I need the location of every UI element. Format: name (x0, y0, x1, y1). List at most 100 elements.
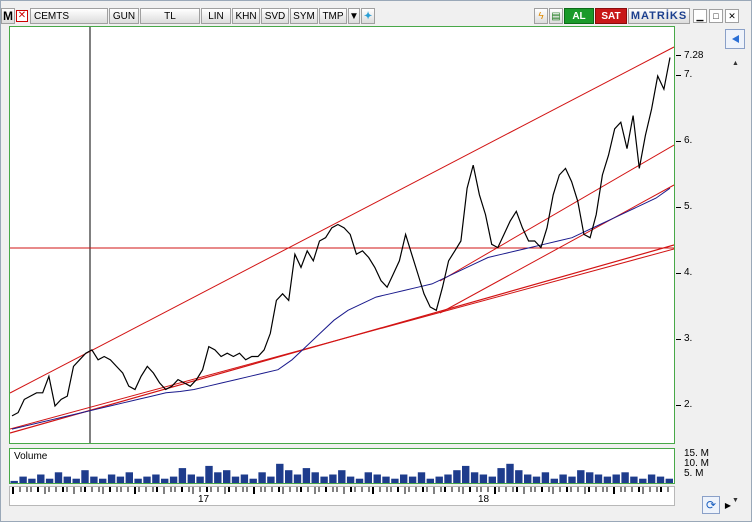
volume-bar (338, 470, 346, 483)
volume-panel[interactable]: Volume (9, 448, 675, 484)
vertical-scrollbar[interactable]: ▲ ▼ (731, 59, 740, 505)
volume-axis: 15. M 10. M 5. M (676, 448, 718, 484)
volume-bar (665, 478, 673, 483)
volume-axis-label: 15. M (684, 448, 710, 459)
minimize-icon[interactable]: ▁ (693, 9, 707, 23)
volume-bar (417, 472, 426, 483)
scroll-up-icon[interactable]: ▲ (732, 60, 739, 67)
scale-button[interactable]: LIN (201, 8, 231, 24)
volume-bar (178, 468, 187, 483)
refresh-icon[interactable]: ⟳ (702, 496, 720, 514)
volume-bar (81, 470, 89, 483)
khn-button[interactable]: KHN (232, 8, 260, 24)
volume-bar (329, 474, 337, 483)
volume-bar (205, 465, 213, 483)
scroll-down-icon[interactable]: ▼ (732, 497, 739, 504)
twitter-icon[interactable]: ✦ (361, 8, 375, 24)
volume-bar (400, 474, 408, 483)
symbol-field[interactable]: CEMTS (30, 8, 108, 24)
time-ticks (12, 487, 669, 494)
volume-bar (285, 470, 293, 483)
price-chart[interactable] (9, 26, 675, 444)
price-line (11, 57, 671, 417)
volume-bar (90, 476, 98, 483)
volume-bar (28, 478, 36, 483)
price-label-2: 2. (684, 399, 693, 410)
close-window-icon[interactable]: ✕ (725, 9, 739, 23)
last-price-tick (676, 55, 681, 56)
price-label-3: 3. (684, 333, 693, 344)
price-tick (676, 207, 681, 208)
period-button[interactable]: GUN (109, 8, 139, 24)
price-chart-svg (9, 27, 675, 443)
volume-bar (568, 476, 576, 483)
logo-button[interactable]: M (1, 8, 15, 24)
volume-bar (99, 478, 107, 483)
close-icon[interactable]: ✕ (16, 10, 28, 22)
volume-bar (515, 470, 523, 483)
brand-logo: MATRİKS (628, 8, 690, 24)
volume-bar (54, 472, 63, 483)
volume-bar (541, 472, 550, 483)
volume-bar (532, 476, 541, 483)
volume-bar (426, 478, 434, 483)
volume-bar (249, 478, 257, 483)
volume-bar (37, 474, 45, 483)
volume-bar (231, 476, 240, 483)
volume-bar (196, 476, 204, 483)
chart-icon[interactable]: ▤ (549, 8, 563, 24)
scroll-right-icon[interactable]: ▶ (724, 501, 732, 510)
tmp-button[interactable]: TMP (319, 8, 347, 24)
volume-bar (346, 476, 355, 483)
volume-bar (408, 476, 417, 483)
lower-trend-line-2 (9, 248, 675, 430)
price-label-7: 7. (684, 69, 693, 80)
volume-bar (656, 476, 665, 483)
volume-bar (364, 472, 372, 483)
volume-bar (577, 470, 585, 483)
moving-average-line (11, 187, 671, 430)
volume-bar (391, 478, 399, 483)
inner-channel-lower (439, 184, 675, 314)
volume-bar (19, 476, 27, 483)
volume-bar (302, 468, 311, 483)
volume-bar (603, 476, 612, 483)
svd-button[interactable]: SVD (261, 8, 289, 24)
lightning-icon[interactable]: ϟ (534, 8, 548, 24)
price-tick (676, 339, 681, 340)
volume-bar (63, 476, 71, 483)
volume-bar (134, 478, 142, 483)
volume-bar (497, 468, 505, 483)
price-tick (676, 405, 681, 406)
time-label-17: 17 (198, 494, 210, 505)
currency-button[interactable]: TL (140, 8, 200, 24)
price-tick (676, 273, 681, 274)
volume-bar (382, 476, 390, 483)
price-tick (676, 75, 681, 76)
volume-axis-label: 5. M (684, 468, 704, 479)
volume-bar (639, 478, 647, 483)
volume-bar (621, 472, 629, 483)
volume-bar (355, 478, 364, 483)
volume-bar (444, 474, 452, 483)
last-price-label: 7.28 (684, 50, 704, 61)
volume-bar (214, 472, 222, 483)
buy-button[interactable]: AL (564, 8, 594, 24)
volume-bar (125, 472, 133, 483)
blue-arrow-icon[interactable] (725, 29, 745, 49)
sell-button[interactable]: SAT (595, 8, 627, 24)
sym-button[interactable]: SYM (290, 8, 318, 24)
volume-bar (594, 474, 603, 483)
volume-bar (470, 472, 479, 483)
time-axis[interactable]: 17 18 (9, 486, 675, 506)
volume-bar (107, 474, 116, 483)
volume-bar (630, 476, 638, 483)
volume-bar (435, 476, 443, 483)
dropdown-icon[interactable]: ▼ (348, 8, 360, 24)
volume-bar (320, 476, 328, 483)
toolbar: M ✕ CEMTS GUN TL LIN KHN SVD SYM TMP ▼ ✦… (1, 7, 751, 25)
volume-bar (169, 476, 178, 483)
maximize-icon[interactable]: □ (709, 9, 723, 23)
volume-bar (462, 465, 470, 483)
